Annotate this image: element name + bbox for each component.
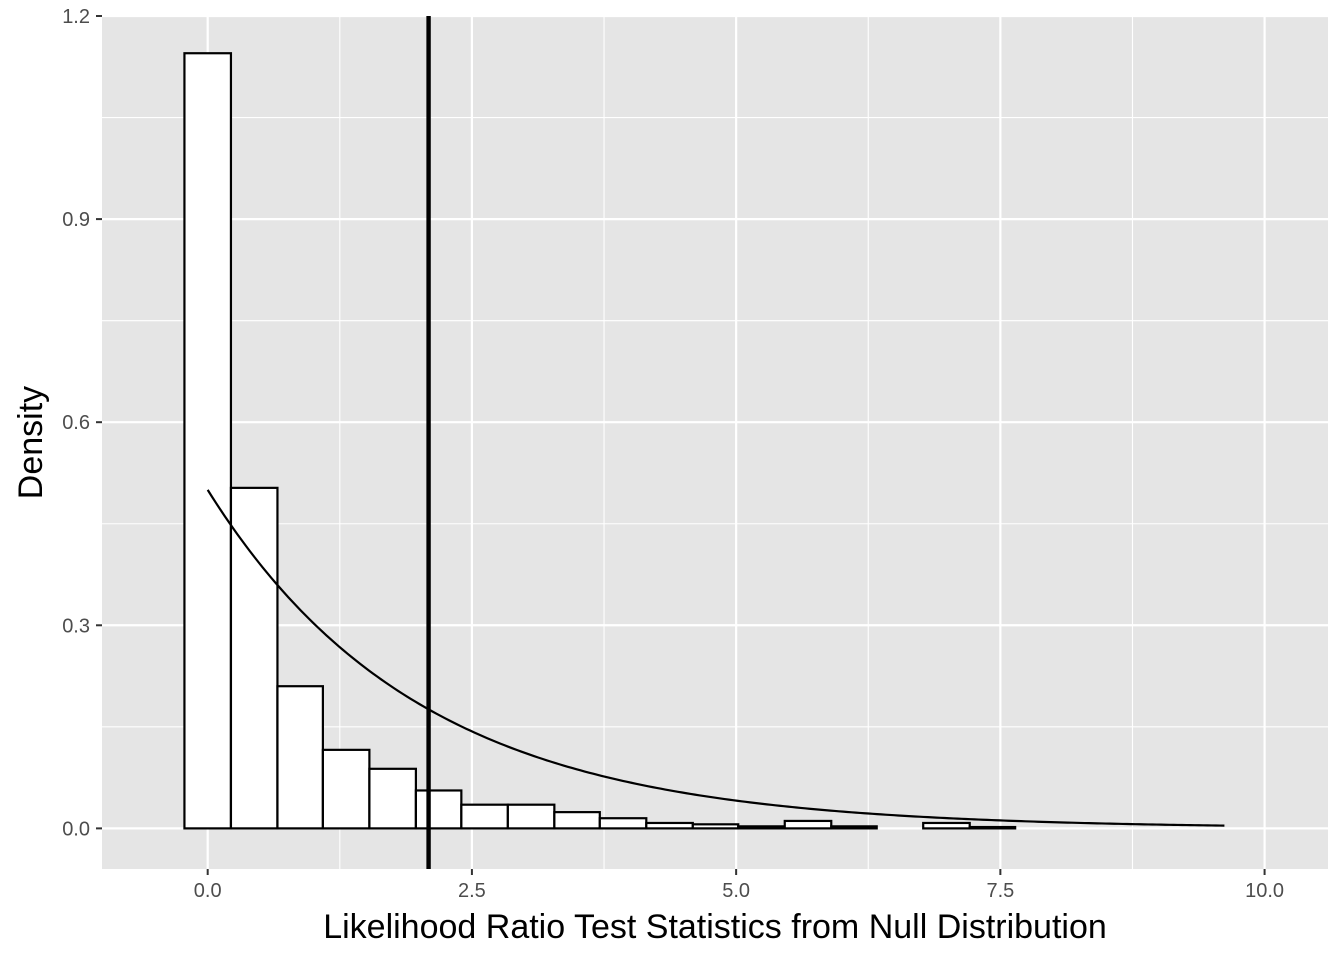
x-axis: 0.0 2.5 5.0 7.5 10.0 <box>194 869 1284 902</box>
y-tick-label: 0.0 <box>62 818 90 840</box>
histogram-bar <box>321 748 371 830</box>
x-axis-title: Likelihood Ratio Test Statistics from Nu… <box>323 908 1107 946</box>
histogram-bar <box>598 817 648 830</box>
x-tick-label: 5.0 <box>722 880 750 902</box>
y-axis-title: Density <box>12 386 50 499</box>
histogram-bar <box>783 819 833 830</box>
histogram-bar <box>968 825 1017 830</box>
histogram-bar <box>830 825 878 830</box>
histogram-bar <box>276 685 324 830</box>
minor-gridlines <box>102 16 1328 869</box>
histogram-bars <box>183 52 1017 830</box>
x-tick-label: 0.0 <box>194 880 222 902</box>
y-tick-label: 0.3 <box>62 615 90 637</box>
y-tick-label: 0.6 <box>62 412 90 434</box>
histogram-bar <box>691 823 740 830</box>
histogram-bar <box>229 486 279 830</box>
histogram-bar <box>506 803 556 830</box>
y-tick-label: 1.2 <box>62 6 90 28</box>
histogram-bar <box>553 811 601 830</box>
y-tick-label: 0.9 <box>62 209 90 231</box>
histogram-bar <box>922 821 971 830</box>
x-tick-label: 2.5 <box>458 880 486 902</box>
histogram-bar <box>737 825 786 830</box>
density-curve <box>206 489 1225 827</box>
x-tick-label: 10.0 <box>1245 880 1284 902</box>
density-curve-layer <box>206 489 1225 827</box>
histogram-bar <box>183 52 233 830</box>
x-tick-label: 7.5 <box>986 880 1014 902</box>
y-axis: 0.0 0.3 0.6 0.9 1.2 <box>62 6 102 840</box>
histogram-bar <box>460 803 509 830</box>
histogram-bar <box>414 789 463 830</box>
histogram-bar <box>645 821 694 830</box>
histogram-bar <box>368 767 417 830</box>
